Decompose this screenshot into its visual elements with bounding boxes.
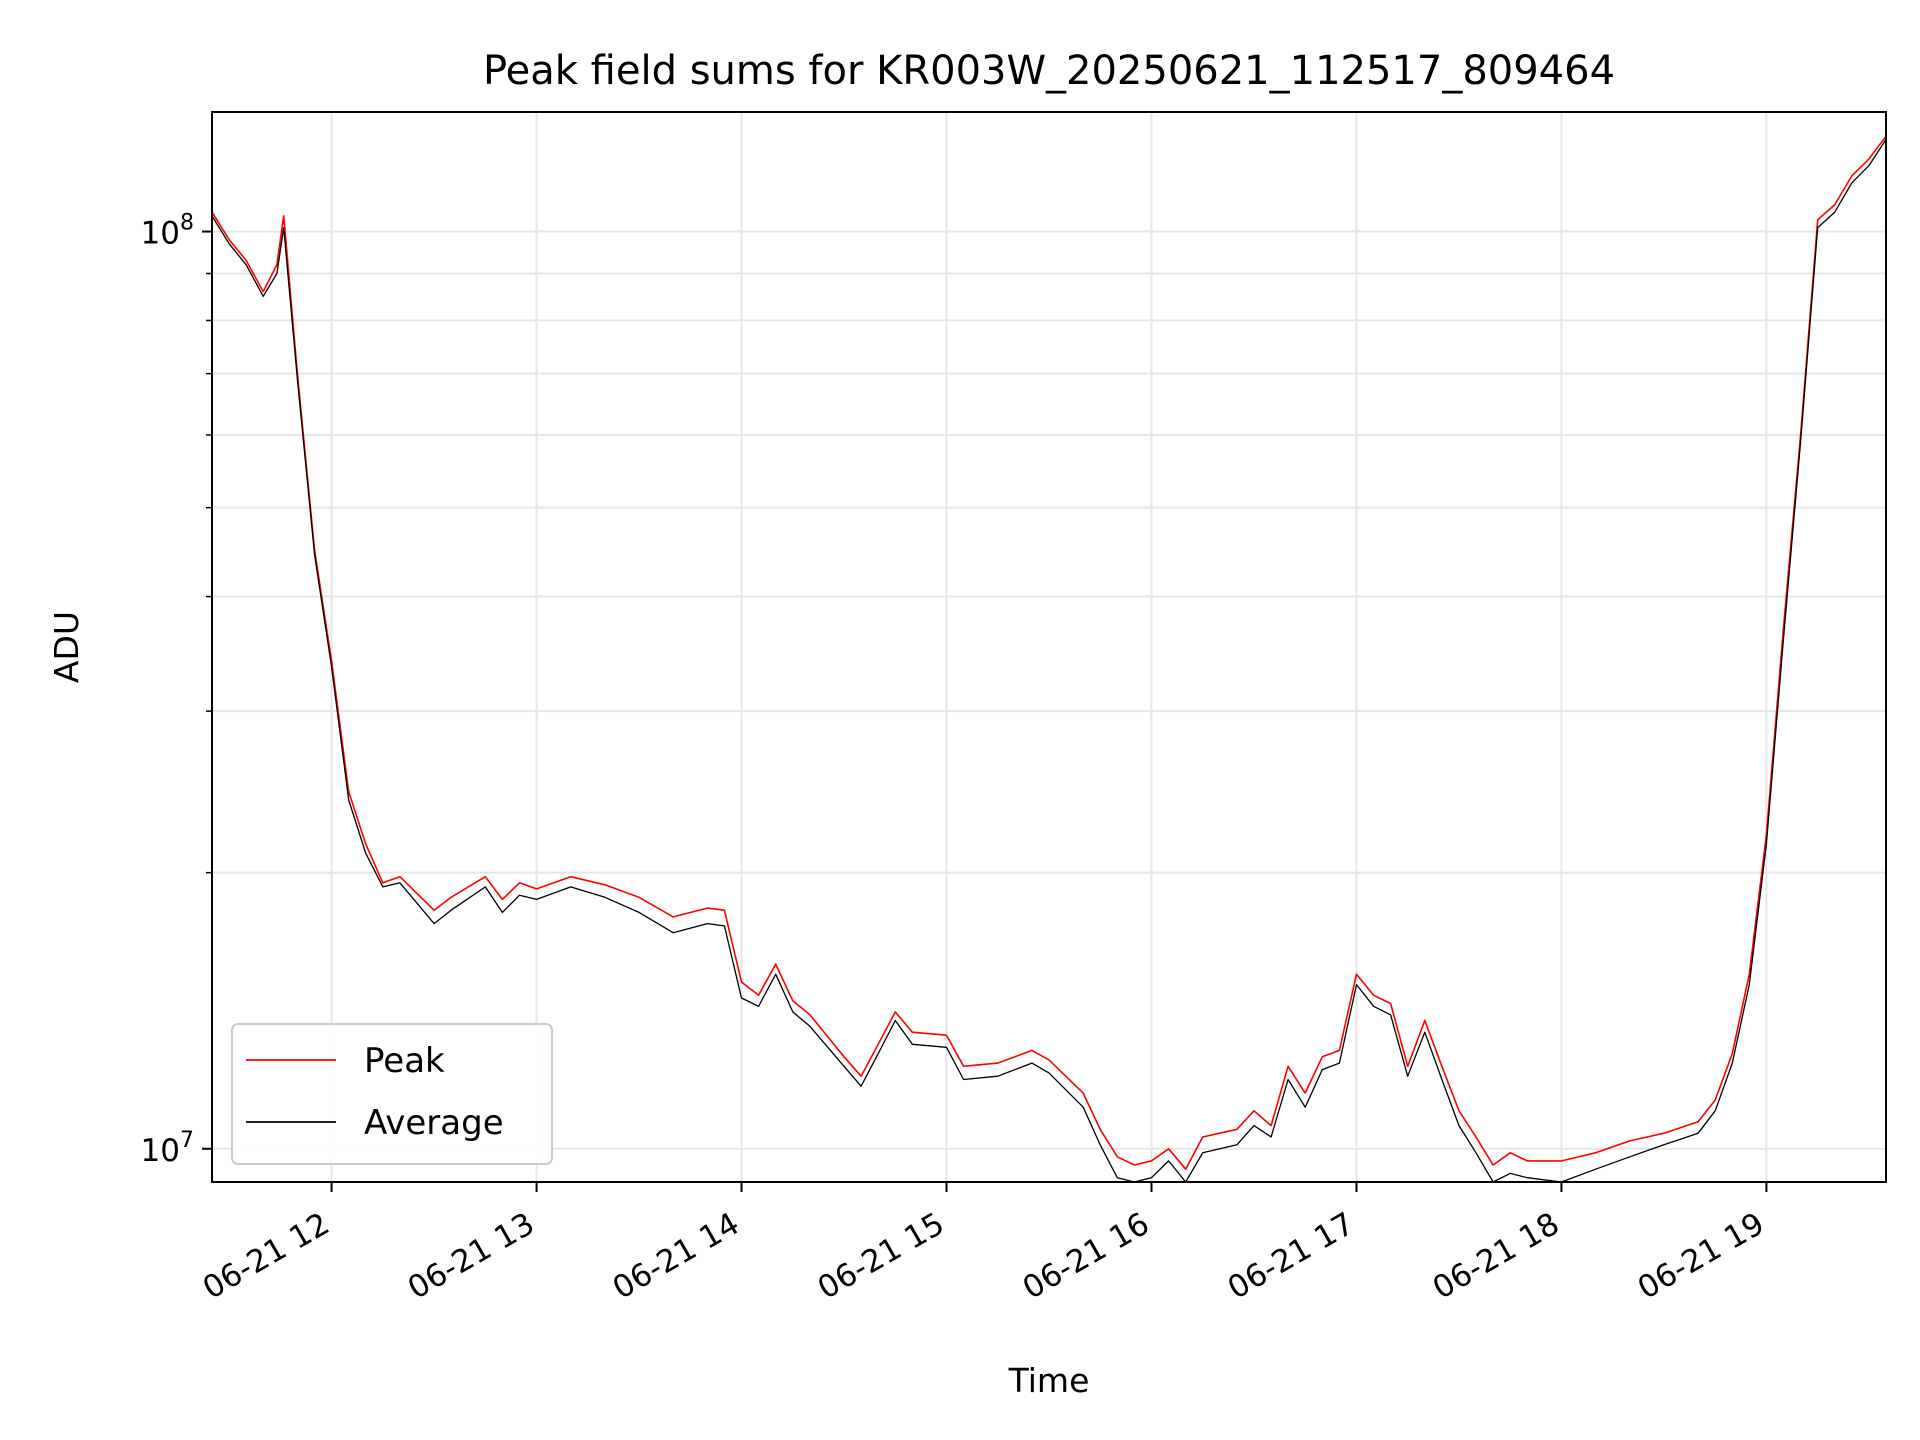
y-tick-exponent: 7 [180,1128,194,1153]
legend: Peak Average [231,1023,553,1165]
y-tick-label: 107 [141,1128,194,1169]
series-peak-line [212,135,1886,1170]
legend-label-peak: Peak [364,1041,445,1081]
y-tick-exponent: 8 [180,211,194,236]
y-tick-base: 10 [141,1133,180,1169]
chart-title: Peak field sums for KR003W_20250621_1125… [483,48,1615,94]
y-axis-label: ADU [47,611,86,683]
y-tick-label: 108 [141,211,194,252]
legend-box [231,1023,553,1165]
y-tick-base: 10 [141,216,180,252]
legend-label-average: Average [364,1103,504,1143]
series-average-line [212,139,1886,1182]
axes-frame [211,111,1887,1183]
x-axis-label: Time [1008,1361,1090,1400]
plot-lines [212,135,1886,1182]
